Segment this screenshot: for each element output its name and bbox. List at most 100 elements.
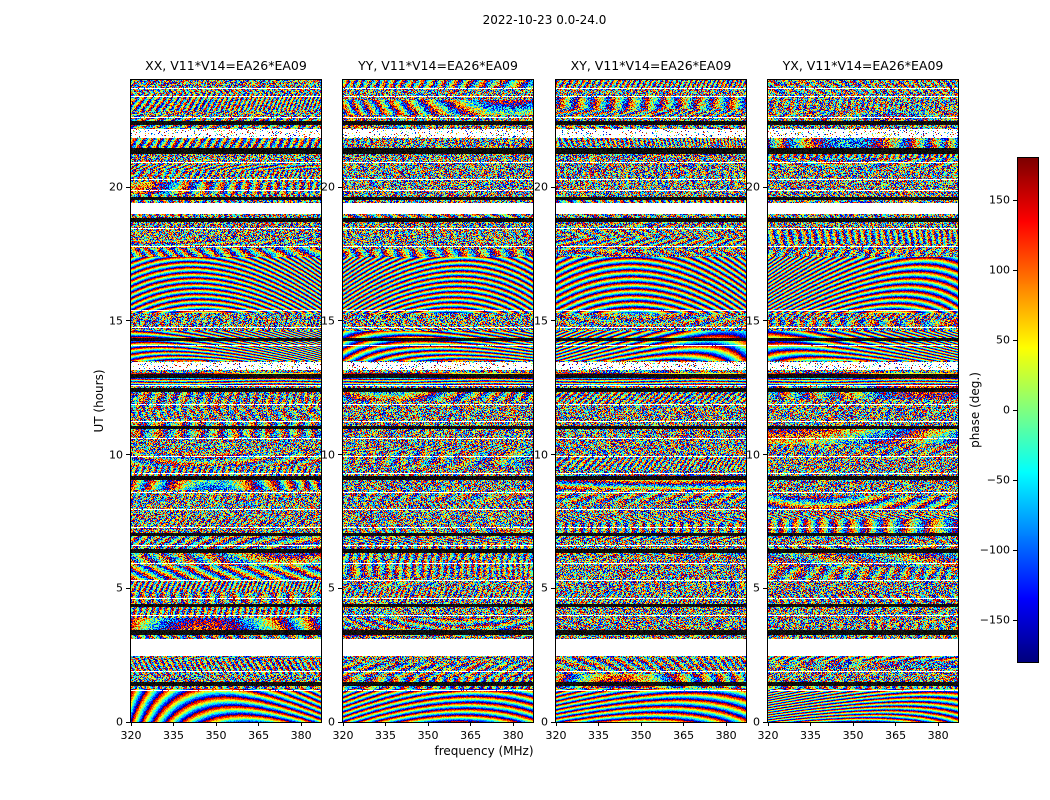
x-tick-label: 365 xyxy=(673,729,695,742)
colorbar-tick-label: 150 xyxy=(989,193,1010,207)
y-tick-label: 10 xyxy=(321,448,335,461)
phase-heatmap-canvas-xy xyxy=(556,80,746,722)
y-tick-label: 10 xyxy=(534,448,548,461)
x-tick-mark xyxy=(342,722,344,726)
heatmap-panel-yy: YY, V11*V14=EA26*EA09 320 335 350 365 380 0 5 1… xyxy=(321,58,534,742)
x-tick-label: 320 xyxy=(332,729,354,742)
panel-title-xy: XY, V11*V14=EA26*EA09 xyxy=(570,58,732,73)
x-tick-mark xyxy=(937,722,939,726)
x-tick-label: 335 xyxy=(800,729,822,742)
panel-title-yy: YY, V11*V14=EA26*EA09 xyxy=(358,58,518,73)
x-tick-label: 335 xyxy=(588,729,610,742)
y-tick-mark xyxy=(338,587,342,589)
x-tick-mark xyxy=(130,722,132,726)
y-tick-label: 10 xyxy=(746,448,760,461)
x-tick-mark xyxy=(258,722,260,726)
x-tick-label: 320 xyxy=(120,729,142,742)
colorbar-tick-label: −100 xyxy=(979,543,1010,557)
x-tick-label: 380 xyxy=(927,729,949,742)
x-tick-label: 380 xyxy=(502,729,524,742)
panel-title-yx: YX, V11*V14=EA26*EA09 xyxy=(782,58,944,73)
x-tick-mark xyxy=(767,722,769,726)
y-tick-label: 20 xyxy=(746,180,760,194)
x-tick-label: 320 xyxy=(545,729,567,742)
colorbar-gradient-canvas xyxy=(1018,158,1038,662)
x-tick-label: 320 xyxy=(757,729,779,742)
x-tick-label: 365 xyxy=(248,729,270,742)
x-tick-mark xyxy=(810,722,812,726)
x-tick-mark xyxy=(852,722,854,726)
x-tick-label: 380 xyxy=(715,729,737,742)
x-tick-label: 350 xyxy=(205,729,227,742)
x-tick-label: 335 xyxy=(163,729,185,742)
x-tick-mark xyxy=(215,722,217,726)
y-tick-mark xyxy=(763,587,767,589)
x-tick-mark xyxy=(512,722,514,726)
y-tick-mark xyxy=(338,721,342,723)
x-tick-mark xyxy=(555,722,557,726)
y-axis-label: UT (hours) xyxy=(92,369,106,433)
x-tick-mark xyxy=(173,722,175,726)
y-tick-label: 15 xyxy=(534,314,548,328)
y-tick-label: 5 xyxy=(541,581,548,595)
y-tick-mark xyxy=(551,320,555,322)
y-tick-label: 0 xyxy=(116,715,123,729)
x-tick-mark xyxy=(725,722,727,726)
y-tick-mark xyxy=(763,320,767,322)
x-tick-label: 350 xyxy=(842,729,864,742)
x-tick-mark xyxy=(640,722,642,726)
y-tick-mark xyxy=(126,587,130,589)
x-tick-label: 380 xyxy=(290,729,312,742)
y-tick-label: 5 xyxy=(328,581,335,595)
y-tick-mark xyxy=(338,186,342,188)
x-tick-label: 335 xyxy=(375,729,397,742)
phase-heatmap-canvas-yy xyxy=(343,80,533,722)
phase-heatmap-canvas-xx xyxy=(131,80,321,722)
x-tick-mark xyxy=(427,722,429,726)
heatmap-panel-yx: YX, V11*V14=EA26*EA09 320 335 350 365 380 0 5 1… xyxy=(746,58,959,742)
x-tick-mark xyxy=(385,722,387,726)
colorbar-tick-label: 100 xyxy=(989,263,1010,277)
colorbar-tick-mark xyxy=(1013,199,1017,201)
x-tick-mark xyxy=(470,722,472,726)
phase-heatmap-canvas-yx xyxy=(768,80,958,722)
y-tick-mark xyxy=(126,721,130,723)
panel-title-xx: XX, V11*V14=EA26*EA09 xyxy=(145,58,307,73)
heatmap-panel-xy: XY, V11*V14=EA26*EA09 320 335 350 365 380 0 5 1… xyxy=(534,58,747,742)
x-tick-mark xyxy=(300,722,302,726)
x-tick-label: 350 xyxy=(630,729,652,742)
y-tick-label: 0 xyxy=(541,715,548,729)
colorbar-tick-mark xyxy=(1013,409,1017,411)
y-tick-label: 20 xyxy=(321,180,335,194)
y-tick-label: 5 xyxy=(753,581,760,595)
colorbar-tick-label: 50 xyxy=(996,333,1010,347)
colorbar-tick-label: −50 xyxy=(986,473,1010,487)
colorbar-tick-mark xyxy=(1013,269,1017,271)
y-tick-label: 15 xyxy=(746,314,760,328)
y-tick-mark xyxy=(551,454,555,455)
colorbar-tick-label: −150 xyxy=(979,613,1010,627)
y-tick-mark xyxy=(126,320,130,322)
x-axis-label: frequency (MHz) xyxy=(434,744,534,758)
y-tick-mark xyxy=(763,721,767,723)
y-tick-label: 20 xyxy=(109,180,123,194)
y-tick-label: 5 xyxy=(116,581,123,595)
y-tick-mark xyxy=(551,587,555,589)
y-tick-label: 15 xyxy=(109,314,123,328)
colorbar: phase (deg.) 150 100 50 0 −50 −100 −150 xyxy=(968,157,1039,663)
figure-title: 2022-10-23 0.0-24.0 xyxy=(482,13,607,27)
colorbar-tick-label: 0 xyxy=(1003,403,1010,417)
y-tick-label: 20 xyxy=(534,180,548,194)
x-tick-label: 365 xyxy=(885,729,907,742)
y-tick-label: 0 xyxy=(328,715,335,729)
x-tick-mark xyxy=(895,722,897,726)
y-tick-mark xyxy=(338,454,342,455)
x-tick-label: 350 xyxy=(417,729,439,742)
x-tick-mark xyxy=(598,722,600,726)
y-tick-mark xyxy=(551,186,555,188)
y-tick-mark xyxy=(126,454,130,455)
y-tick-mark xyxy=(551,721,555,723)
y-tick-mark xyxy=(126,186,130,188)
y-tick-label: 15 xyxy=(321,314,335,328)
